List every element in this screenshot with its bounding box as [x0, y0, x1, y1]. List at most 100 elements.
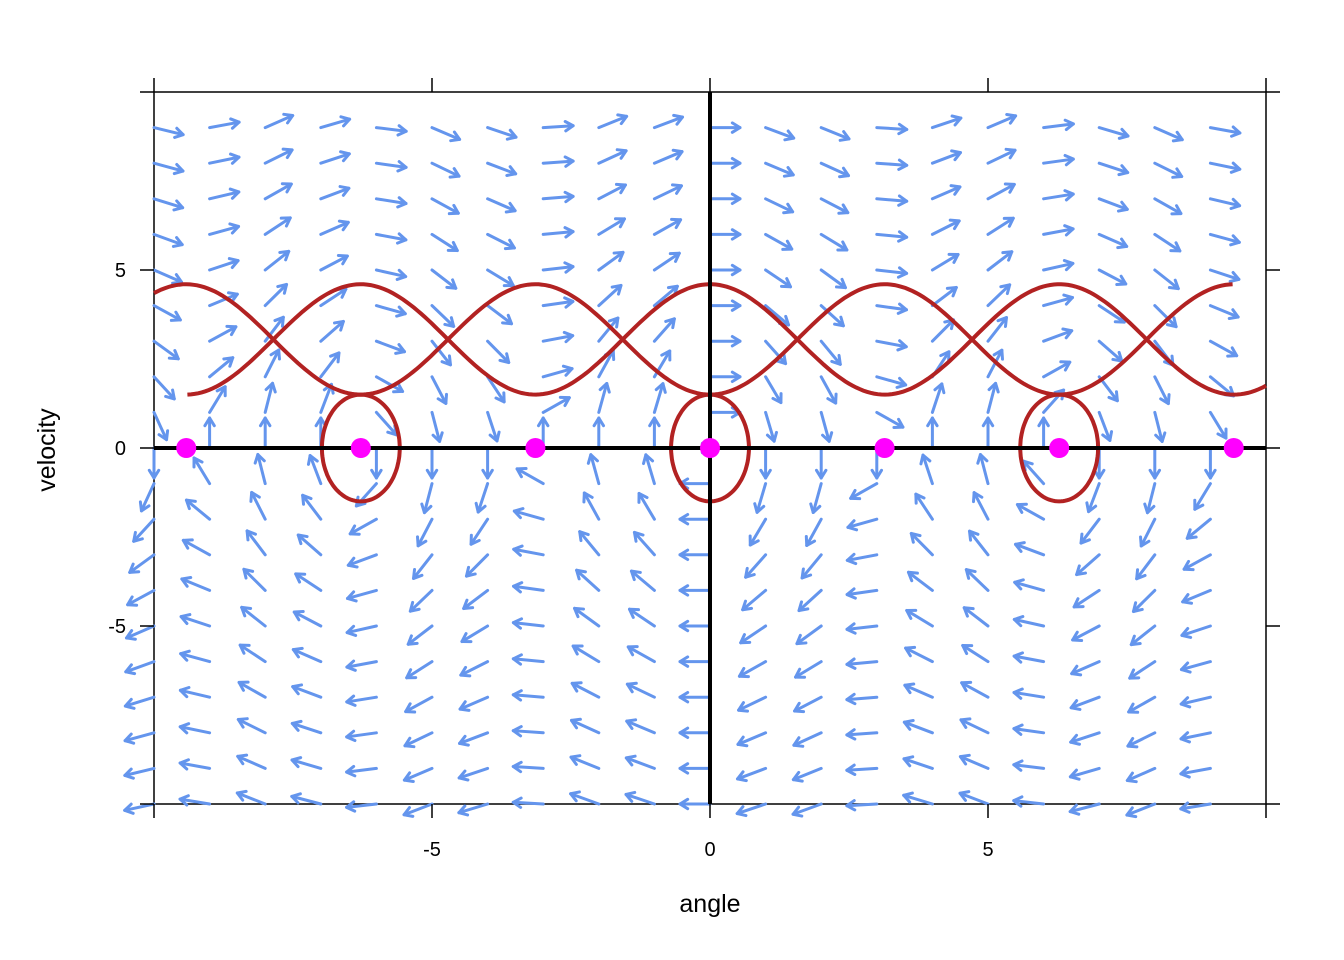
vector-arrow: [569, 790, 601, 806]
arrow-head: [462, 598, 475, 611]
vector-arrow: [208, 152, 241, 165]
arrow-shaft: [458, 731, 490, 745]
arrow-head: [870, 468, 884, 480]
arrow-head: [511, 796, 523, 809]
arrow-shaft: [294, 572, 323, 592]
arrow-shaft: [739, 624, 768, 645]
arrow-shaft: [1097, 232, 1129, 248]
arrow-head: [833, 315, 845, 328]
vector-arrow: [930, 252, 960, 272]
arrow-shaft: [1012, 690, 1046, 699]
arrow-head: [445, 278, 458, 290]
arrow-shaft: [1097, 268, 1128, 286]
vector-arrow: [184, 498, 212, 521]
vector-arrow: [1208, 125, 1242, 138]
arrow-shaft: [1012, 763, 1046, 770]
arrow-head: [961, 643, 974, 656]
vector-arrow: [242, 567, 267, 592]
arrow-shaft: [1068, 766, 1101, 779]
arrow-head: [909, 531, 922, 544]
vector-arrow: [575, 568, 601, 592]
arrow-shaft: [1075, 553, 1101, 577]
vector-arrow: [457, 766, 490, 782]
arrow-head: [245, 529, 257, 542]
lower-trajectory: [153, 282, 1233, 397]
vector-arrow: [1013, 541, 1046, 557]
vector-arrow: [178, 686, 212, 699]
arrow-shaft: [132, 517, 156, 543]
vector-arrow: [236, 717, 267, 735]
arrow-shaft: [625, 719, 656, 735]
vector-arrow: [1069, 731, 1101, 746]
arrow-head: [1004, 147, 1017, 160]
arrow-shaft: [290, 758, 323, 770]
arrow-shaft: [348, 517, 378, 536]
arrow-shaft: [457, 802, 490, 815]
vector-arrow: [804, 517, 823, 547]
arrow-shaft: [875, 304, 909, 312]
arrow-shaft: [1069, 731, 1101, 744]
vector-arrow: [486, 375, 506, 404]
vector-arrow: [406, 624, 434, 646]
vector-arrow: [626, 645, 656, 664]
arrow-head: [1181, 593, 1194, 605]
vector-arrow: [348, 517, 378, 536]
arrow-shaft: [250, 490, 267, 521]
vector-arrow: [964, 568, 990, 592]
arrow-head: [416, 535, 428, 548]
vector-arrow: [735, 802, 768, 818]
arrow-head: [173, 126, 185, 139]
arrow-shaft: [597, 183, 627, 201]
arrow-head: [981, 416, 995, 428]
arrow-shaft: [238, 643, 267, 664]
arrow-head: [648, 416, 661, 428]
vector-arrow: [132, 517, 156, 543]
vector-arrow: [737, 660, 768, 679]
arrow-shaft: [1087, 482, 1101, 514]
arrow-head: [447, 203, 460, 216]
arrow-head: [962, 606, 975, 618]
arrow-head: [296, 533, 309, 546]
arrow-shaft: [1129, 624, 1157, 647]
arrow-shaft: [208, 292, 239, 308]
arrow-head: [1180, 627, 1193, 639]
arrow-head: [1075, 564, 1088, 577]
arrow-head: [569, 790, 581, 803]
vector-arrow: [875, 302, 909, 315]
arrow-shaft: [792, 731, 823, 747]
arrow-shaft: [512, 509, 545, 521]
arrow-head: [501, 313, 514, 326]
arrow-shaft: [736, 731, 768, 746]
arrow-shaft: [845, 766, 879, 772]
vector-arrow: [642, 453, 656, 486]
arrow-head: [987, 381, 1000, 394]
vector-arrow: [430, 268, 458, 290]
vector-arrow: [319, 382, 335, 414]
x-tick-label: 0: [704, 839, 715, 861]
arrow-shaft: [430, 232, 459, 253]
arrow-shaft: [541, 159, 575, 165]
arrow-head: [322, 382, 335, 395]
arrow-head: [228, 187, 241, 200]
arrow-head: [446, 240, 459, 253]
arrow-shaft: [1179, 695, 1212, 706]
arrow-head: [845, 657, 857, 670]
arrow-head: [178, 758, 190, 771]
arrow-shaft: [208, 155, 241, 165]
arrow-head: [612, 250, 625, 263]
vector-arrow: [597, 113, 629, 130]
arrow-shaft: [290, 721, 323, 735]
arrow-head: [281, 147, 294, 160]
vector-arrow: [263, 348, 281, 379]
arrow-head: [730, 334, 742, 348]
vector-arrow: [402, 766, 434, 783]
arrow-head: [291, 646, 304, 659]
arrow-head: [345, 800, 357, 813]
vector-arrow: [1131, 588, 1157, 613]
arrow-shaft: [242, 567, 267, 592]
vector-arrow: [678, 655, 712, 668]
arrow-shaft: [345, 731, 378, 739]
arrow-head: [903, 682, 916, 695]
arrow-shaft: [652, 184, 683, 201]
